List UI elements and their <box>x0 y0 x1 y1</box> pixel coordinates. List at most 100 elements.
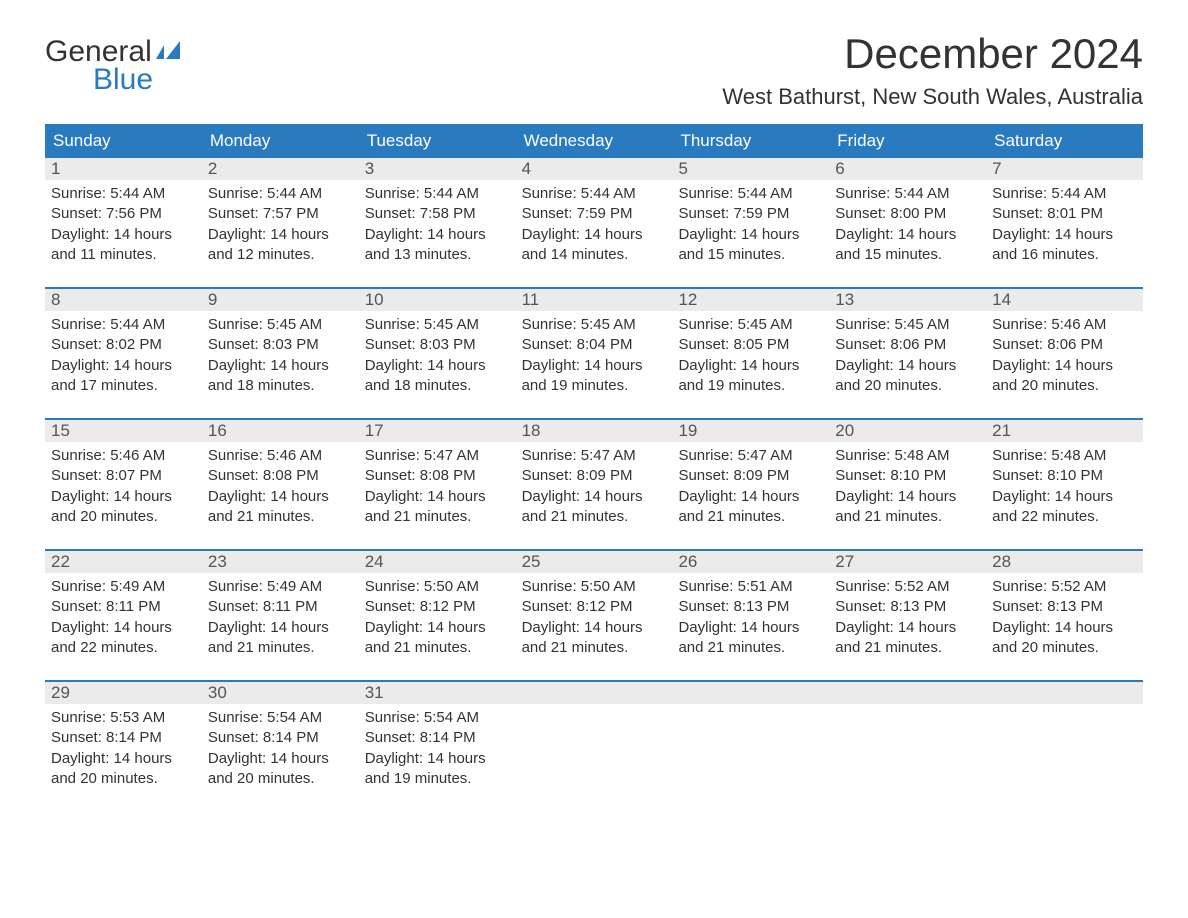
date-cell <box>516 682 673 704</box>
sunset-line: Sunset: 8:01 PM <box>992 204 1137 224</box>
date-cell: 10 <box>359 289 516 311</box>
info-cell: Sunrise: 5:46 AMSunset: 8:07 PMDaylight:… <box>45 442 202 531</box>
page-title: December 2024 <box>722 30 1143 78</box>
sunrise-line: Sunrise: 5:54 AM <box>208 708 353 728</box>
sunset-line: Sunset: 8:09 PM <box>678 466 823 486</box>
daylight-line-2: and 15 minutes. <box>678 245 823 265</box>
calendar-week: 15161718192021Sunrise: 5:46 AMSunset: 8:… <box>45 418 1143 531</box>
sunset-line: Sunset: 7:56 PM <box>51 204 196 224</box>
day-header-cell: Tuesday <box>359 124 516 158</box>
date-cell: 30 <box>202 682 359 704</box>
sunset-line: Sunset: 7:57 PM <box>208 204 353 224</box>
daylight-line-1: Daylight: 14 hours <box>365 618 510 638</box>
flag-icon <box>156 36 190 68</box>
date-cell: 23 <box>202 551 359 573</box>
info-cell: Sunrise: 5:47 AMSunset: 8:09 PMDaylight:… <box>516 442 673 531</box>
daylight-line-2: and 19 minutes. <box>365 769 510 789</box>
date-cell: 27 <box>829 551 986 573</box>
sunrise-line: Sunrise: 5:44 AM <box>522 184 667 204</box>
sunset-line: Sunset: 8:10 PM <box>835 466 980 486</box>
sunrise-line: Sunrise: 5:51 AM <box>678 577 823 597</box>
daylight-line-1: Daylight: 14 hours <box>678 618 823 638</box>
daylight-line-1: Daylight: 14 hours <box>678 356 823 376</box>
sunrise-line: Sunrise: 5:52 AM <box>835 577 980 597</box>
daylight-line-1: Daylight: 14 hours <box>208 749 353 769</box>
sunrise-line: Sunrise: 5:44 AM <box>51 315 196 335</box>
date-cell <box>986 682 1143 704</box>
date-cell <box>672 682 829 704</box>
info-cell: Sunrise: 5:44 AMSunset: 8:02 PMDaylight:… <box>45 311 202 400</box>
daylight-line-2: and 13 minutes. <box>365 245 510 265</box>
day-header-row: SundayMondayTuesdayWednesdayThursdayFrid… <box>45 124 1143 158</box>
sunrise-line: Sunrise: 5:47 AM <box>365 446 510 466</box>
sunset-line: Sunset: 8:13 PM <box>835 597 980 617</box>
info-cell: Sunrise: 5:44 AMSunset: 8:00 PMDaylight:… <box>829 180 986 269</box>
daylight-line-1: Daylight: 14 hours <box>51 749 196 769</box>
date-cell: 29 <box>45 682 202 704</box>
daylight-line-2: and 21 minutes. <box>835 507 980 527</box>
date-row: 15161718192021 <box>45 420 1143 442</box>
sunrise-line: Sunrise: 5:45 AM <box>208 315 353 335</box>
info-cell: Sunrise: 5:48 AMSunset: 8:10 PMDaylight:… <box>986 442 1143 531</box>
sunrise-line: Sunrise: 5:45 AM <box>365 315 510 335</box>
daylight-line-2: and 15 minutes. <box>835 245 980 265</box>
sunrise-line: Sunrise: 5:46 AM <box>51 446 196 466</box>
info-cell <box>516 704 673 793</box>
info-row: Sunrise: 5:44 AM Sunset: 7:56 PM Daylight:… <box>45 180 1143 269</box>
date-cell <box>829 682 986 704</box>
sunrise-line: Sunrise: 5:44 AM <box>835 184 980 204</box>
sunset-line: Sunset: 8:04 PM <box>522 335 667 355</box>
daylight-line-1: Daylight: 14 hours <box>51 618 196 638</box>
sunrise-line: Sunrise: 5:50 AM <box>365 577 510 597</box>
info-cell: Sunrise: 5:52 AMSunset: 8:13 PMDaylight:… <box>986 573 1143 662</box>
date-cell: 14 <box>986 289 1143 311</box>
daylight-line-2: and 21 minutes. <box>678 507 823 527</box>
sunset-line: Sunset: 8:08 PM <box>365 466 510 486</box>
calendar-week: 293031Sunrise: 5:53 AMSunset: 8:14 PMDay… <box>45 680 1143 793</box>
daylight-line-2: and 20 minutes. <box>992 638 1137 658</box>
daylight-line-1: Daylight: 14 hours <box>835 356 980 376</box>
sunrise-line: Sunrise: 5:44 AM <box>208 184 353 204</box>
daylight-line-1: Daylight: 14 hours <box>51 356 196 376</box>
date-cell: 3 <box>359 158 516 180</box>
daylight-line-2: and 21 minutes. <box>365 638 510 658</box>
calendar-week: 1234567Sunrise: 5:44 AMSunset: 7:56 PMDa… <box>45 158 1143 269</box>
day-header-cell: Saturday <box>986 124 1143 158</box>
sunset-line: Sunset: 8:08 PM <box>208 466 353 486</box>
info-cell <box>986 704 1143 793</box>
date-cell: 9 <box>202 289 359 311</box>
daylight-line-2: and 21 minutes. <box>208 638 353 658</box>
info-cell: Sunrise: 5:46 AMSunset: 8:06 PMDaylight:… <box>986 311 1143 400</box>
date-cell: 1 <box>45 158 202 180</box>
sunset-line: Sunset: 8:11 PM <box>208 597 353 617</box>
daylight-line-2: and 11 minutes. <box>51 245 196 265</box>
sunset-line: Sunset: 8:05 PM <box>678 335 823 355</box>
daylight-line-1: Daylight: 14 hours <box>51 487 196 507</box>
daylight-line-2: and 21 minutes. <box>522 638 667 658</box>
date-row: 22232425262728 <box>45 551 1143 573</box>
daylight-line-2: and 12 minutes. <box>208 245 353 265</box>
daylight-line-1: Daylight: 14 hours <box>992 356 1137 376</box>
date-row: 891011121314 <box>45 289 1143 311</box>
date-cell: 13 <box>829 289 986 311</box>
daylight-line-1: Daylight: 14 hours <box>992 225 1137 245</box>
info-cell: Sunrise: 5:52 AMSunset: 8:13 PMDaylight:… <box>829 573 986 662</box>
info-row: Sunrise: 5:46 AMSunset: 8:07 PMDaylight:… <box>45 442 1143 531</box>
date-cell: 28 <box>986 551 1143 573</box>
info-cell: Sunrise: 5:45 AMSunset: 8:06 PMDaylight:… <box>829 311 986 400</box>
day-header-cell: Thursday <box>672 124 829 158</box>
daylight-line-1: Daylight: 14 hours <box>208 225 353 245</box>
date-row: 293031 <box>45 682 1143 704</box>
sunrise-line: Sunrise: 5:47 AM <box>522 446 667 466</box>
daylight-line-1: Daylight: 14 hours <box>678 487 823 507</box>
sunset-line: Sunset: 8:12 PM <box>522 597 667 617</box>
date-cell: 12 <box>672 289 829 311</box>
location-subtitle: West Bathurst, New South Wales, Australi… <box>722 84 1143 110</box>
sunrise-line: Sunrise: 5:44 AM <box>992 184 1137 204</box>
sunset-line: Sunset: 8:03 PM <box>365 335 510 355</box>
date-cell: 25 <box>516 551 673 573</box>
daylight-line-2: and 22 minutes. <box>992 507 1137 527</box>
date-cell: 24 <box>359 551 516 573</box>
sunset-line: Sunset: 8:14 PM <box>365 728 510 748</box>
sunrise-line: Sunrise: 5:46 AM <box>992 315 1137 335</box>
